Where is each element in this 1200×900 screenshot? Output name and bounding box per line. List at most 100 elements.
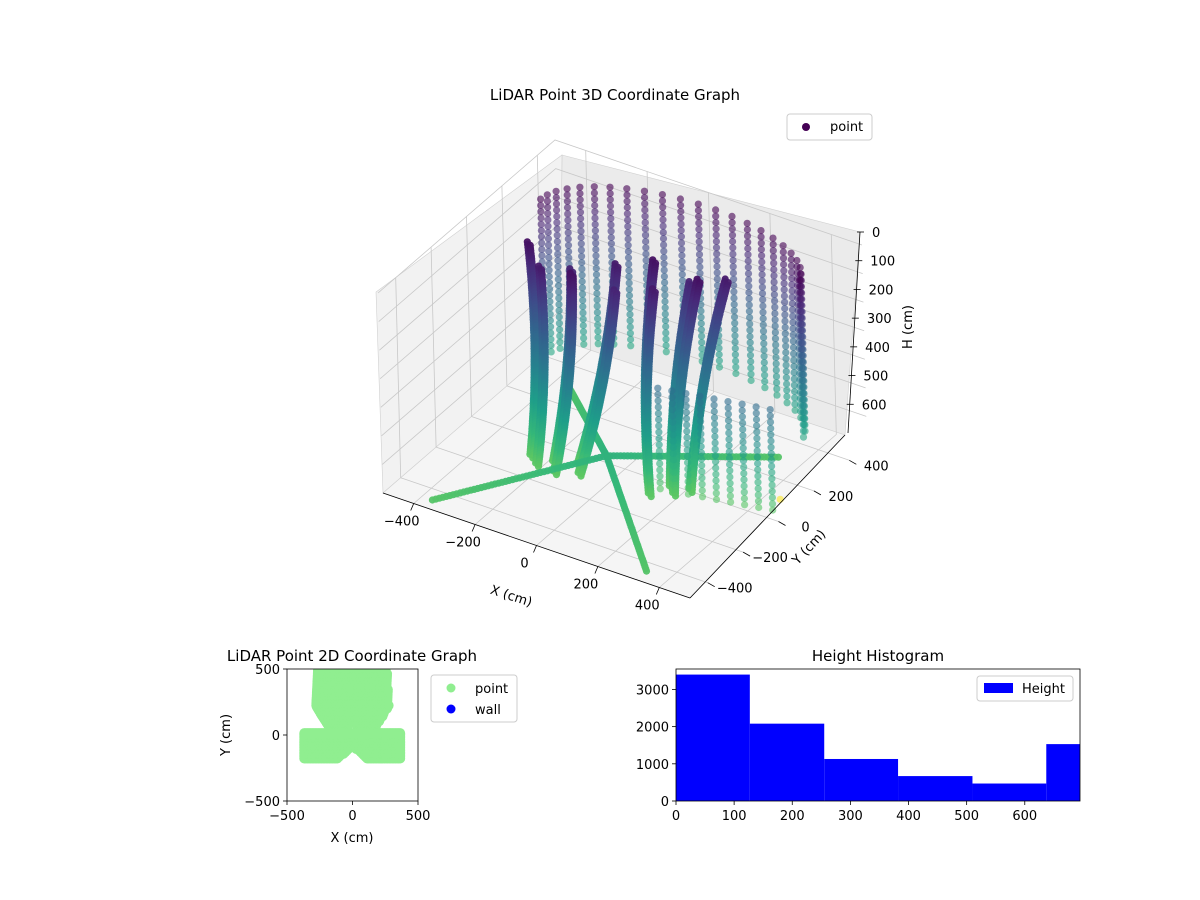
point-3d	[698, 332, 706, 340]
point-3d	[654, 409, 663, 417]
point-3d	[772, 366, 780, 374]
point-3d	[726, 479, 734, 487]
point-3d	[745, 276, 753, 284]
point-3d	[760, 359, 768, 367]
point-3d	[677, 214, 685, 222]
point-3d	[731, 325, 739, 334]
point-3d	[796, 263, 804, 272]
point-3d	[661, 316, 670, 324]
point-3d	[771, 335, 780, 343]
point-3d	[730, 281, 738, 290]
point-3d	[731, 351, 740, 359]
point-3d	[578, 277, 586, 286]
point-3d	[738, 400, 746, 408]
point-3d	[556, 344, 564, 352]
point-3d	[797, 351, 806, 360]
point-3d	[768, 481, 776, 489]
point-3d	[553, 225, 561, 233]
point-3d	[711, 439, 719, 447]
point-3d	[660, 253, 668, 262]
point-3d	[715, 357, 724, 365]
point-3d	[740, 482, 748, 490]
point-3d	[625, 273, 633, 281]
point-3d	[781, 323, 789, 331]
point-3d	[759, 321, 767, 329]
point-3d	[726, 486, 734, 494]
point-3d	[698, 461, 706, 469]
point-3d	[747, 370, 755, 378]
point-3d	[799, 421, 807, 429]
point-3d	[710, 414, 719, 422]
point-3d	[754, 491, 762, 499]
point-3d	[758, 252, 766, 260]
point-3d	[753, 453, 762, 461]
point-3d	[682, 408, 691, 416]
point-3d	[730, 294, 738, 302]
point-3d	[538, 252, 546, 260]
point-3d	[627, 335, 635, 344]
point-3d	[641, 206, 649, 214]
point-3d	[793, 256, 801, 265]
point-3d	[712, 477, 720, 485]
point-3d	[731, 332, 739, 340]
point-3d	[669, 443, 677, 452]
point-3d	[538, 239, 546, 247]
point-3d	[781, 298, 789, 306]
point-3d	[781, 336, 790, 344]
point-3d	[771, 303, 779, 311]
point-3d	[626, 298, 634, 306]
point-3d	[728, 225, 736, 233]
point-3d	[682, 415, 691, 423]
point-3d	[780, 279, 788, 287]
point-3d	[552, 471, 561, 479]
point-3d	[798, 358, 806, 366]
point-3d	[553, 212, 561, 220]
point-3d	[759, 308, 767, 316]
point-3d	[640, 187, 649, 195]
point-3d	[556, 326, 564, 334]
point-3d	[697, 417, 705, 425]
point-3d	[759, 302, 767, 310]
point-3d	[782, 355, 790, 363]
point-3d	[770, 259, 778, 267]
point-3d	[696, 263, 704, 271]
point-3d	[738, 413, 747, 421]
point-3d	[758, 289, 767, 297]
point-3d	[752, 403, 760, 411]
point-3d	[788, 306, 797, 314]
point-3d	[547, 329, 555, 337]
point-3d	[772, 353, 780, 362]
point-3d	[695, 250, 704, 258]
point-3d	[659, 209, 667, 218]
point-3d	[739, 425, 747, 433]
point-3d	[767, 450, 775, 458]
point-3d	[684, 459, 692, 467]
point-3d	[697, 449, 706, 457]
point-3d	[796, 276, 804, 284]
point-3d	[746, 332, 754, 341]
z-tick-label: 0	[872, 226, 880, 241]
point-3d	[767, 431, 775, 439]
point-3d	[757, 239, 765, 247]
point-3d	[624, 241, 632, 249]
point-3d	[780, 286, 788, 294]
point-3d	[580, 340, 588, 348]
point-3d	[579, 309, 587, 317]
point-3d	[791, 387, 799, 396]
point-3d	[766, 406, 774, 414]
point-3d	[544, 222, 552, 230]
point-3d	[712, 495, 721, 504]
point-3d	[647, 493, 655, 501]
point-3d	[695, 231, 703, 240]
point-3d	[788, 287, 796, 295]
y-tick-mark	[707, 582, 715, 588]
grid-3d-wall-x-line	[585, 150, 592, 351]
point-3d	[798, 364, 806, 372]
point-3d	[669, 418, 677, 426]
point-3d	[546, 285, 554, 293]
y-tick-mark	[742, 551, 751, 557]
point-3d	[677, 233, 686, 241]
y-tick-mark	[778, 521, 786, 526]
point-3d	[661, 291, 669, 299]
